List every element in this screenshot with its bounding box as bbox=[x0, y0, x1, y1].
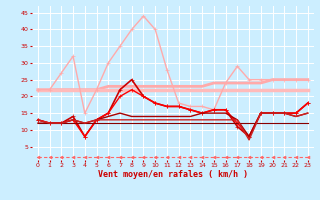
X-axis label: Vent moyen/en rafales ( km/h ): Vent moyen/en rafales ( km/h ) bbox=[98, 170, 248, 179]
